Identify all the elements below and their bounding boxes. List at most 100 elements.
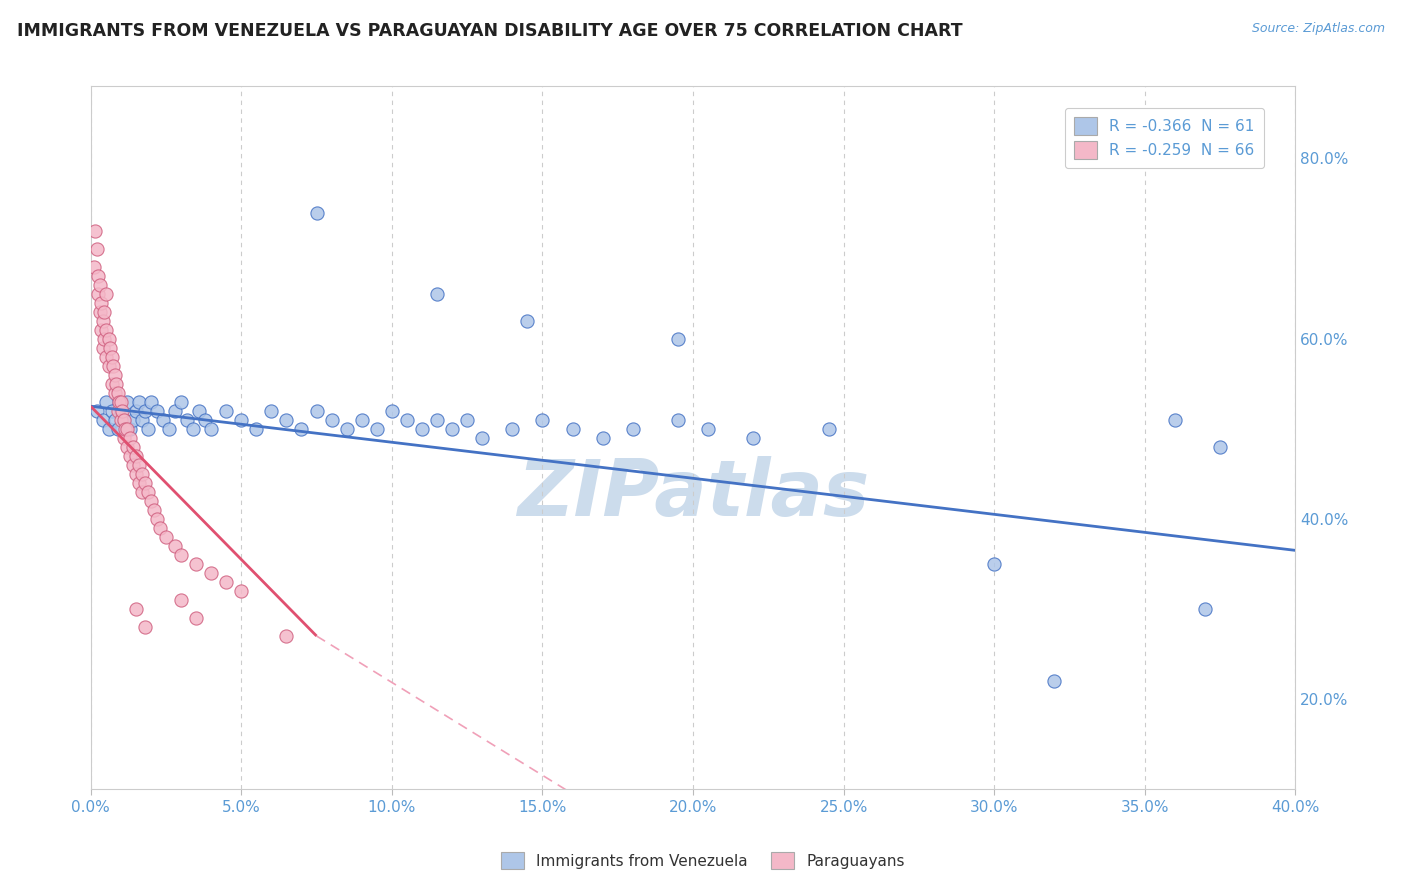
Point [86, 403, 108, 417]
Point [194, 413, 217, 427]
Point [381, 403, 404, 417]
Point [1164, 413, 1187, 427]
Text: Source: ZipAtlas.com: Source: ZipAtlas.com [1251, 22, 1385, 36]
Point [97, 332, 120, 346]
Point [366, 422, 388, 436]
Point [103, 359, 125, 373]
Point [107, 422, 129, 436]
Point [276, 629, 298, 643]
Point [121, 458, 143, 472]
Point [91, 341, 114, 355]
Point [110, 403, 132, 417]
Point [125, 449, 148, 463]
Point [305, 205, 328, 219]
Point [170, 593, 193, 607]
Point [114, 422, 136, 436]
Point [111, 403, 134, 417]
Point [441, 422, 464, 436]
Point [149, 521, 172, 535]
Point [170, 394, 193, 409]
Point [87, 286, 110, 301]
Point [93, 304, 115, 318]
Text: IMMIGRANTS FROM VENEZUELA VS PARAGUAYAN DISABILITY AGE OVER 75 CORRELATION CHART: IMMIGRANTS FROM VENEZUELA VS PARAGUAYAN … [17, 22, 963, 40]
Legend: R = -0.366  N = 61, R = -0.259  N = 66: R = -0.366 N = 61, R = -0.259 N = 66 [1064, 108, 1264, 168]
Point [104, 413, 127, 427]
Point [128, 458, 150, 472]
Point [621, 422, 644, 436]
Point [983, 557, 1005, 571]
Point [94, 286, 117, 301]
Point [290, 422, 312, 436]
Point [87, 268, 110, 283]
Point [1209, 440, 1232, 454]
Point [426, 286, 449, 301]
Point [84, 223, 107, 237]
Point [200, 566, 222, 580]
Point [112, 413, 135, 427]
Point [110, 394, 132, 409]
Point [426, 413, 449, 427]
Point [817, 422, 839, 436]
Point [108, 394, 131, 409]
Point [98, 341, 121, 355]
Point [336, 422, 359, 436]
Point [100, 376, 122, 391]
Point [531, 413, 554, 427]
Point [163, 539, 186, 553]
Point [115, 422, 138, 436]
Point [188, 403, 211, 417]
Point [501, 422, 523, 436]
Point [1194, 602, 1216, 616]
Point [245, 422, 267, 436]
Point [276, 413, 298, 427]
Point [200, 422, 222, 436]
Point [104, 385, 127, 400]
Point [125, 602, 148, 616]
Point [139, 493, 162, 508]
Point [155, 530, 177, 544]
Point [110, 413, 132, 427]
Legend: Immigrants from Venezuela, Paraguayans: Immigrants from Venezuela, Paraguayans [495, 846, 911, 875]
Point [260, 403, 283, 417]
Point [142, 503, 165, 517]
Point [112, 413, 135, 427]
Point [107, 403, 129, 417]
Point [89, 277, 111, 292]
Point [170, 548, 193, 562]
Point [128, 475, 150, 490]
Point [184, 557, 207, 571]
Point [134, 403, 156, 417]
Point [121, 413, 143, 427]
Point [94, 350, 117, 364]
Text: ZIPatlas: ZIPatlas [517, 456, 869, 532]
Point [666, 413, 689, 427]
Point [215, 574, 238, 589]
Point [215, 403, 238, 417]
Point [136, 422, 159, 436]
Point [1043, 673, 1066, 688]
Point [131, 467, 153, 481]
Point [516, 313, 538, 327]
Point [86, 242, 108, 256]
Point [89, 304, 111, 318]
Point [471, 431, 494, 445]
Point [152, 413, 174, 427]
Point [107, 385, 129, 400]
Point [115, 440, 138, 454]
Point [742, 431, 765, 445]
Point [90, 323, 112, 337]
Point [305, 403, 328, 417]
Point [125, 467, 148, 481]
Point [105, 376, 128, 391]
Point [83, 260, 105, 274]
Point [181, 422, 204, 436]
Point [411, 422, 433, 436]
Point [146, 512, 169, 526]
Point [115, 394, 138, 409]
Point [97, 359, 120, 373]
Point [456, 413, 478, 427]
Point [163, 403, 186, 417]
Point [97, 422, 120, 436]
Point [350, 413, 373, 427]
Point [146, 403, 169, 417]
